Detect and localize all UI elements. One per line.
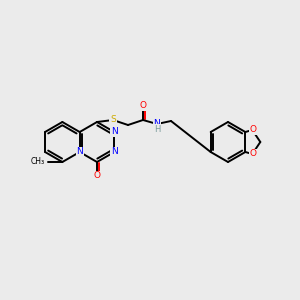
- Text: S: S: [110, 116, 116, 124]
- Text: N: N: [154, 119, 160, 128]
- Text: O: O: [94, 172, 100, 181]
- Text: N: N: [111, 148, 118, 157]
- Text: CH₃: CH₃: [30, 158, 44, 166]
- Text: N: N: [111, 128, 118, 136]
- Text: O: O: [250, 125, 257, 134]
- Text: N: N: [76, 148, 83, 157]
- Text: O: O: [250, 149, 257, 158]
- Text: H: H: [154, 124, 160, 134]
- Text: O: O: [140, 101, 146, 110]
